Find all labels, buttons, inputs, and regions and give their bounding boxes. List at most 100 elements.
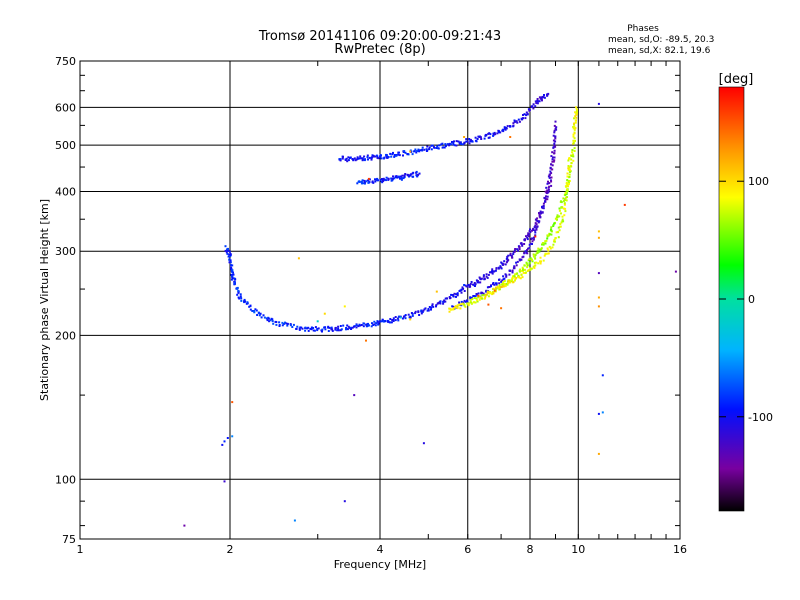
data-point: [566, 189, 569, 192]
data-point: [404, 314, 407, 317]
data-point: [481, 297, 483, 300]
data-point: [538, 96, 541, 99]
data-point: [542, 207, 545, 210]
data-point: [459, 307, 462, 310]
data-point: [385, 179, 388, 182]
data-point: [413, 150, 416, 153]
data-point: [546, 247, 549, 250]
data-point: [573, 147, 576, 150]
data-point: [492, 132, 495, 135]
data-point: [546, 252, 549, 255]
data-point: [550, 179, 552, 182]
data-point: [382, 180, 385, 182]
data-point: [455, 293, 458, 296]
data-point: [565, 182, 568, 185]
data-point: [547, 188, 550, 191]
data-point: [451, 305, 454, 308]
data-point: [448, 310, 451, 313]
data-point: [356, 157, 359, 160]
data-point: [473, 297, 476, 299]
data-point: [321, 328, 324, 331]
data-point: [551, 151, 554, 154]
data-point: [511, 269, 514, 272]
data-point: [385, 176, 388, 179]
data-point: [564, 191, 567, 194]
data-point: [417, 310, 420, 313]
data-point: [508, 269, 511, 272]
data-point: [425, 148, 428, 151]
data-point: [414, 148, 417, 151]
data-point: [457, 140, 460, 143]
data-point: [487, 303, 490, 306]
data-point: [548, 176, 551, 179]
data-point: [486, 286, 489, 289]
data-point: [428, 306, 431, 308]
data-point: [547, 92, 550, 95]
data-point: [452, 295, 455, 298]
data-point: [564, 185, 567, 188]
data-point: [374, 178, 376, 181]
data-point: [463, 304, 466, 307]
data-point: [489, 291, 492, 294]
data-point: [551, 158, 554, 161]
data-point: [377, 179, 379, 182]
data-point: [430, 308, 432, 311]
data-point: [575, 113, 578, 116]
data-point: [435, 147, 438, 149]
data-point: [509, 125, 512, 128]
data-point: [357, 325, 360, 328]
data-point: [452, 305, 455, 308]
data-point: [254, 308, 257, 311]
data-point: [551, 168, 554, 171]
data-point: [301, 327, 304, 330]
data-point: [238, 297, 241, 300]
data-point: [472, 283, 474, 286]
data-point: [460, 291, 463, 294]
data-point: [461, 286, 464, 289]
data-point: [536, 252, 539, 254]
data-point: [381, 181, 384, 184]
data-point: [461, 302, 464, 305]
data-point: [437, 147, 440, 150]
data-point: [256, 314, 259, 316]
data-point: [312, 329, 315, 332]
x-tick-label: 10: [571, 543, 585, 556]
data-point: [499, 131, 502, 134]
data-point: [550, 155, 553, 158]
data-point: [567, 168, 570, 171]
data-point: [547, 175, 550, 178]
data-point: [362, 325, 365, 328]
data-point: [361, 159, 364, 162]
data-point: [536, 217, 539, 220]
data-point: [511, 277, 514, 279]
data-point: [365, 180, 368, 183]
data-point: [295, 327, 298, 330]
data-point: [421, 310, 424, 313]
data-point: [347, 156, 350, 159]
data-point: [546, 237, 549, 240]
data-point: [452, 308, 455, 311]
data-point: [471, 140, 474, 143]
data-point: [553, 129, 556, 132]
data-point: [472, 301, 475, 304]
data-point: [560, 212, 562, 215]
data-point: [183, 524, 186, 527]
data-point: [328, 326, 331, 329]
data-point: [554, 217, 557, 220]
data-point: [498, 288, 501, 291]
data-point: [532, 227, 535, 230]
data-point: [477, 292, 480, 295]
data-point: [505, 127, 508, 130]
data-point: [535, 228, 538, 231]
data-point: [556, 215, 559, 218]
data-point: [494, 133, 497, 136]
data-point: [430, 144, 433, 147]
data-point: [523, 264, 526, 267]
data-point: [407, 313, 410, 316]
data-point: [570, 158, 573, 161]
data-point: [286, 322, 289, 325]
data-point: [453, 292, 456, 295]
data-point: [515, 120, 518, 123]
data-point: [563, 202, 566, 205]
data-point: [348, 157, 351, 159]
